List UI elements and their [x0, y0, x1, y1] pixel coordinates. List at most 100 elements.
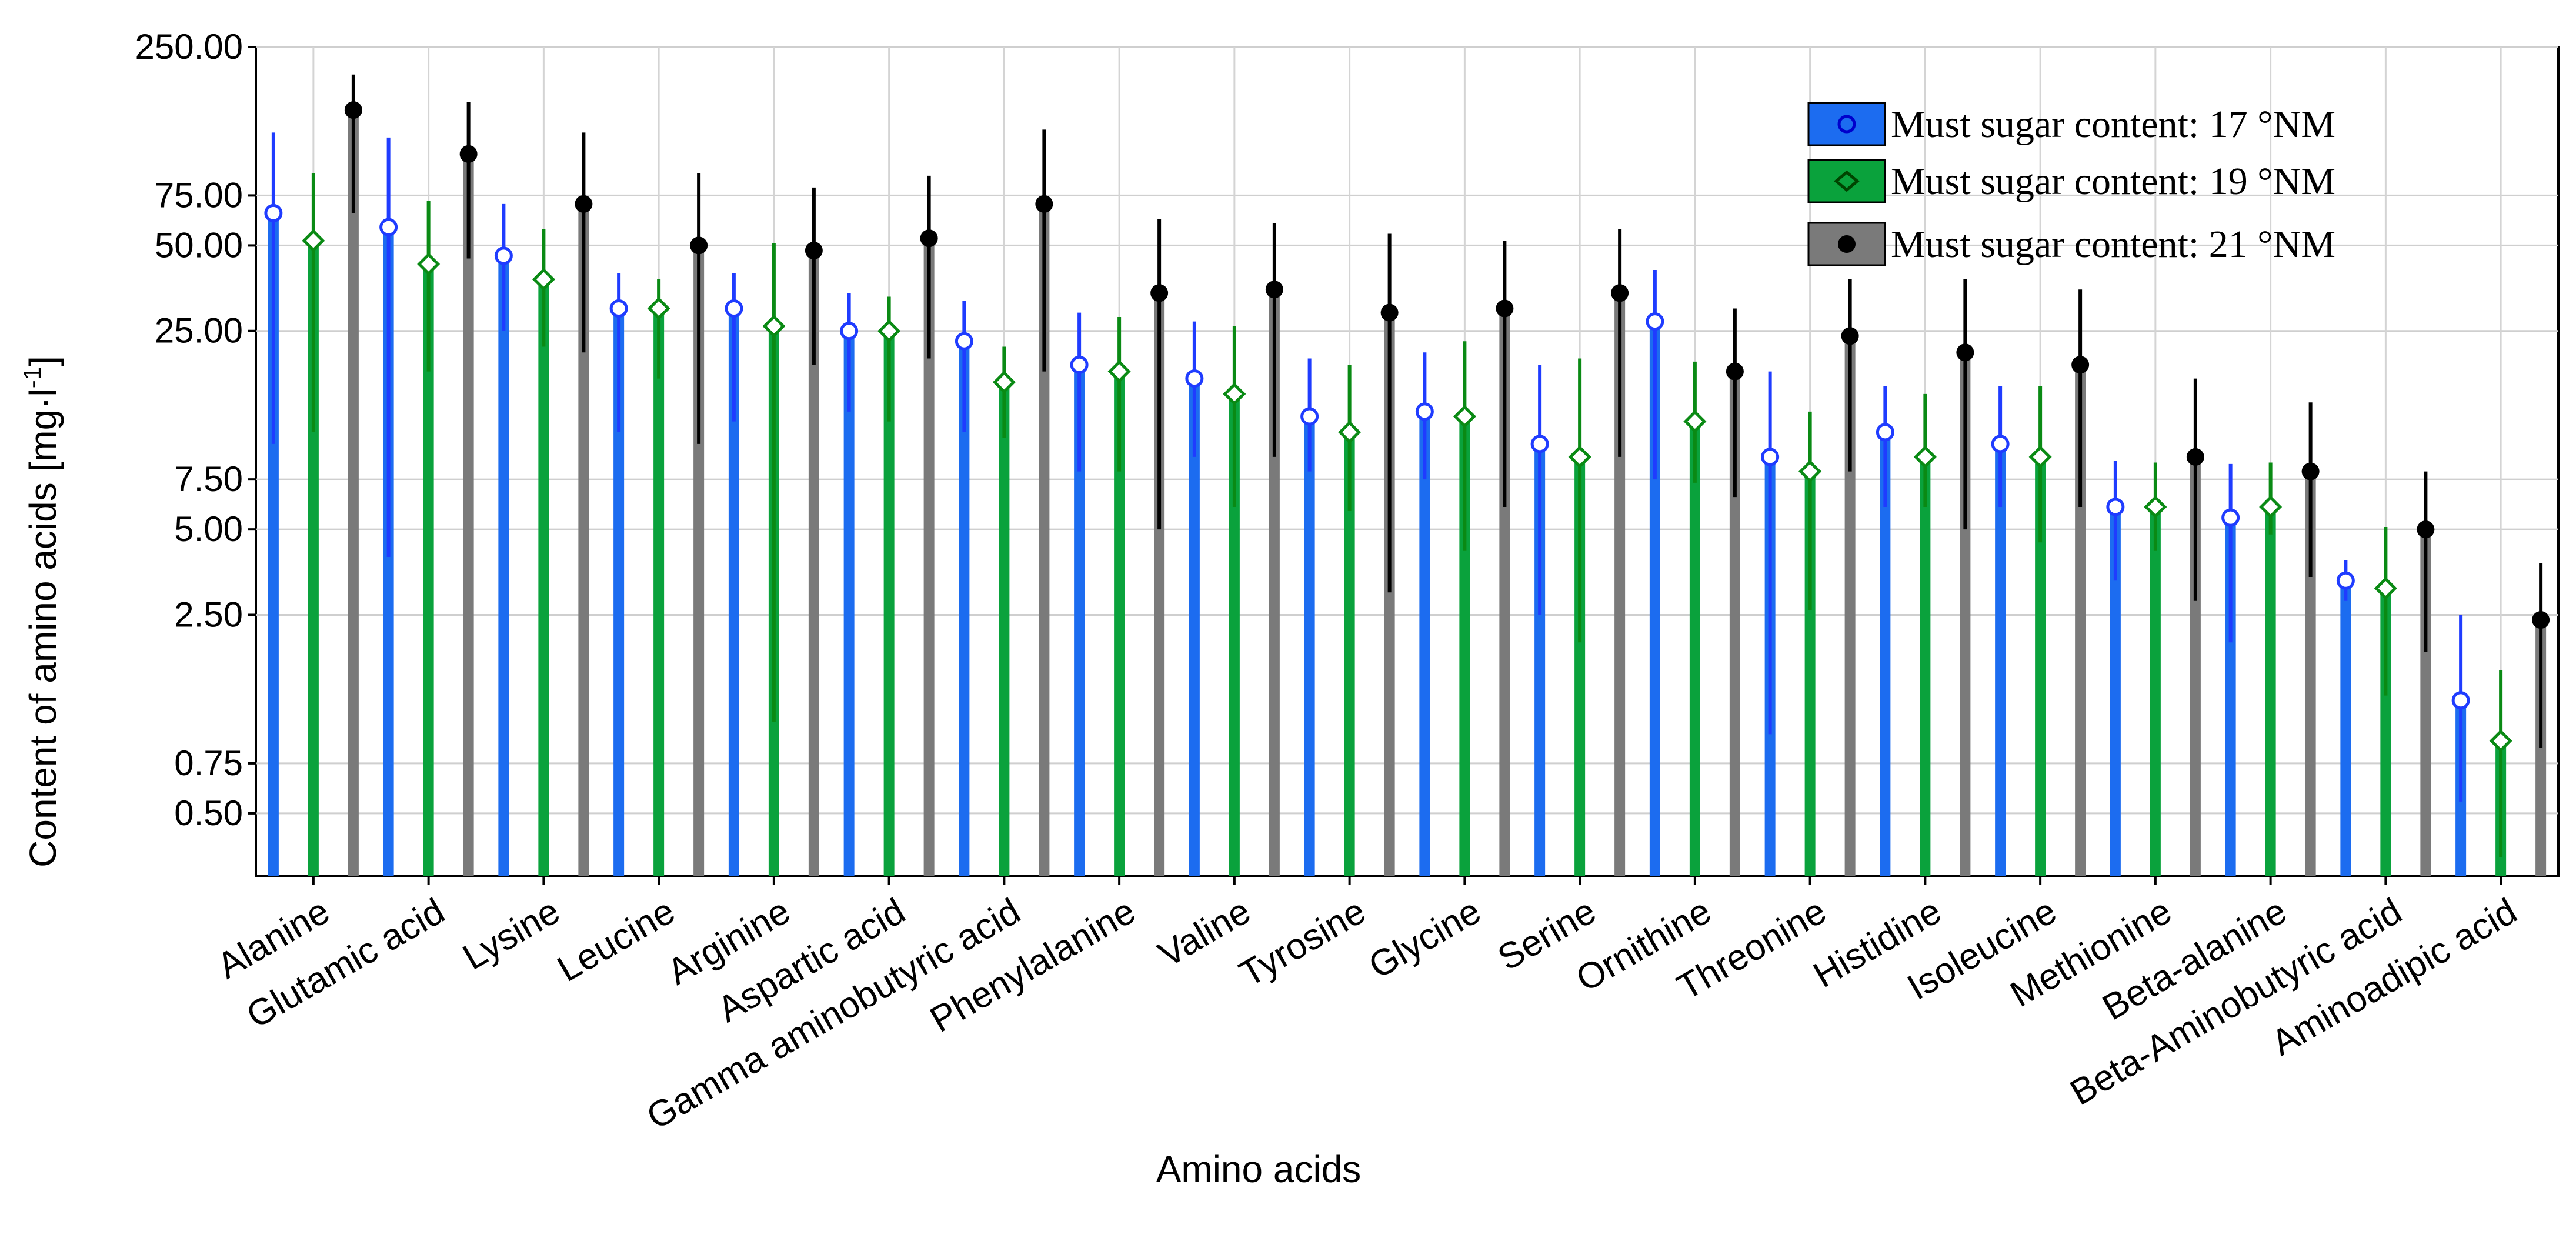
point-series2-leucine [647, 296, 670, 321]
bar-series3-lysine [578, 203, 589, 877]
legend-marker-21 [1838, 235, 1856, 253]
bar-series1-lysine [498, 255, 509, 876]
point-series1-glycine [1415, 402, 1434, 421]
point-series2-methionine [2144, 495, 2167, 519]
bar-series1-ornithine [1649, 321, 1660, 876]
bar-series3-threonine [1844, 336, 1856, 876]
point-series3-beta-aminobutyric-acid [2417, 520, 2435, 539]
bar-series1-isoleucine [1995, 443, 2006, 876]
legend-marker-19 [1834, 170, 1860, 192]
bar-series3-alanine [348, 110, 359, 876]
bar-series1-beta-aminobutyric-acid [2340, 580, 2351, 876]
point-series2-beta-alanine [2259, 495, 2283, 519]
point-series1-aspartic-acid [840, 322, 859, 341]
point-series2-isoleucine [2028, 445, 2052, 469]
point-series1-beta-alanine [2221, 508, 2240, 527]
bar-series3-aminoadipic-acid [2535, 620, 2547, 876]
point-series2-glutamic-acid [417, 252, 441, 276]
bar-series2-tyrosine [1344, 432, 1355, 876]
point-series3-tyrosine [1380, 303, 1399, 322]
y-tick-label: 250.00 [135, 27, 243, 66]
point-series1-histidine [1876, 423, 1894, 442]
bar-series2-glutamic-acid [423, 264, 434, 877]
point-series2-aspartic-acid [877, 319, 901, 343]
y-axis-title-end: ] [22, 356, 64, 366]
bar-series1-phenylalanine [1074, 365, 1085, 876]
point-series3-histidine [1956, 343, 1974, 362]
point-series3-aspartic-acid [920, 229, 938, 248]
bar-series3-tyrosine [1384, 312, 1395, 876]
legend-label-19: Must sugar content: 19 °NM [1891, 160, 2335, 203]
bar-series3-phenylalanine [1154, 293, 1165, 876]
x-axis-title: Amino acids [1156, 1148, 1362, 1190]
point-series3-beta-alanine [2301, 462, 2320, 480]
point-series2-aminoadipic-acid [2489, 729, 2512, 753]
point-series3-methionine [2186, 448, 2204, 466]
bar-series3-serine [1614, 293, 1626, 876]
bar-series2-aspartic-acid [883, 331, 895, 876]
bar-series2-beta-aminobutyric-acid [2380, 588, 2391, 876]
legend-label-17: Must sugar content: 17 °NM [1891, 103, 2335, 146]
bar-series3-beta-alanine [2305, 471, 2316, 876]
point-series2-phenylalanine [1107, 360, 1131, 383]
point-series2-tyrosine [1338, 421, 1362, 444]
y-tick-label: 50.00 [155, 225, 243, 265]
legend-marker-17 [1837, 115, 1856, 134]
point-series3-ornithine [1726, 362, 1744, 381]
y-tick-label: 5.00 [174, 509, 243, 549]
bar-series1-aspartic-acid [843, 331, 855, 876]
bar-series2-serine [1574, 456, 1586, 876]
bar-series2-phenylalanine [1114, 371, 1125, 876]
point-series1-tyrosine [1300, 407, 1319, 426]
y-axis-title: Content of amino acids [mg·l-1] [18, 356, 64, 867]
point-series3-isoleucine [2071, 356, 2090, 374]
point-series3-phenylalanine [1150, 284, 1169, 302]
bar-series2-lysine [538, 279, 549, 876]
point-series1-glutamic-acid [379, 218, 398, 236]
legend-label-21: Must sugar content: 21 °NM [1891, 223, 2335, 266]
y-tick-label: 0.50 [174, 793, 243, 833]
legend-swatch-17 [1807, 102, 1886, 146]
point-series3-aminoadipic-acid [2532, 611, 2550, 629]
bar-series1-valine [1189, 378, 1200, 876]
bar-series3-gamma-aminobutyric-acid [1039, 203, 1050, 877]
point-series3-threonine [1841, 327, 1859, 345]
point-series3-serine [1611, 284, 1629, 302]
point-series2-valine [1223, 382, 1246, 406]
bar-series2-leucine [653, 308, 665, 876]
y-axis-title-main: Content of amino acids [mg·l [22, 388, 64, 867]
bar-series3-histidine [1960, 352, 1971, 876]
point-series2-ornithine [1683, 410, 1707, 433]
bar-series1-tyrosine [1304, 416, 1315, 876]
bar-series3-methionine [2190, 456, 2201, 876]
point-series2-alanine [302, 229, 325, 252]
legend-swatch-19 [1807, 159, 1886, 203]
bar-series3-aspartic-acid [923, 238, 935, 876]
point-series3-glutamic-acid [459, 145, 478, 163]
bar-series2-beta-alanine [2265, 506, 2276, 876]
y-tick-label: 7.50 [174, 459, 243, 499]
point-series3-valine [1265, 281, 1283, 299]
bar-series1-glycine [1419, 411, 1430, 876]
bar-series1-histidine [1880, 432, 1891, 876]
point-series1-ornithine [1646, 312, 1664, 331]
bar-series2-valine [1229, 393, 1240, 876]
bar-series1-methionine [2110, 506, 2121, 876]
bar-series2-ornithine [1689, 421, 1700, 876]
point-series1-arginine [725, 299, 743, 318]
bar-series2-threonine [1804, 471, 1816, 876]
bar-series1-gamma-aminobutyric-acid [959, 341, 970, 876]
bar-series1-leucine [613, 308, 625, 876]
point-series2-histidine [1913, 445, 1937, 469]
y-tick-label: 25.00 [155, 311, 243, 351]
point-series2-lysine [532, 268, 555, 291]
point-series1-serine [1530, 435, 1549, 453]
point-series1-gamma-aminobutyric-acid [955, 332, 973, 351]
point-series2-glycine [1453, 405, 1476, 428]
bar-series3-beta-aminobutyric-acid [2420, 529, 2431, 876]
bar-series1-beta-alanine [2225, 518, 2236, 876]
bars [264, 74, 2550, 877]
point-series3-alanine [344, 101, 362, 119]
point-series1-leucine [609, 299, 628, 318]
